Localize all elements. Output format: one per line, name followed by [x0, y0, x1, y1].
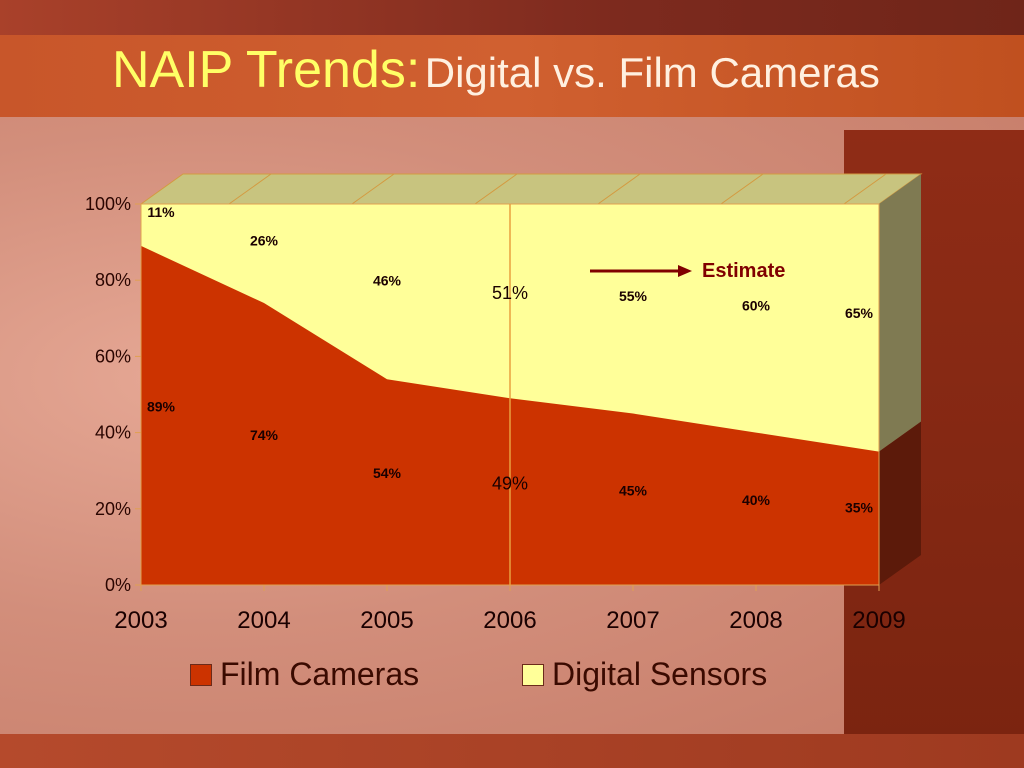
legend-label-film: Film Cameras: [220, 656, 420, 692]
top-face-divider: [843, 173, 887, 205]
data-label-digital: 26%: [250, 233, 279, 249]
background-top: [0, 0, 1024, 35]
y-tick-label: 0%: [105, 575, 131, 595]
x-tick-label: 2005: [360, 607, 413, 634]
x-tick-label: 2007: [606, 607, 659, 634]
data-label-film: 49%: [492, 474, 528, 494]
data-label-film: 89%: [147, 398, 176, 414]
data-label-film: 40%: [742, 492, 771, 508]
title-band: [0, 35, 1024, 117]
chart-legend: Film Cameras Digital Sensors: [190, 656, 830, 696]
right-face-film: [879, 421, 921, 585]
x-tick-label: 2004: [237, 607, 290, 634]
right-face-digital: [879, 174, 921, 452]
y-tick-label: 20%: [95, 499, 131, 519]
top-face-divider: [720, 173, 764, 205]
x-tick-label: 2003: [114, 607, 167, 634]
x-tick-label: 2008: [729, 607, 782, 634]
data-label-digital: 11%: [147, 204, 175, 220]
legend-item-film: Film Cameras: [190, 656, 419, 693]
data-label-digital: 60%: [742, 297, 771, 313]
data-label-film: 35%: [845, 499, 874, 515]
x-tick-label: 2009: [852, 607, 905, 634]
slide-title: NAIP Trends: Digital vs. Film Cameras: [112, 44, 880, 96]
data-label-digital: 51%: [492, 283, 528, 303]
legend-swatch-film: [190, 663, 212, 686]
background-bottom: [0, 734, 1024, 768]
y-tick-label: 100%: [85, 194, 131, 214]
title-sub: Digital vs. Film Cameras: [424, 49, 880, 96]
data-label-digital: 55%: [619, 288, 648, 304]
y-tick-label: 40%: [95, 423, 131, 443]
data-label-film: 74%: [250, 427, 279, 443]
data-label-digital: 46%: [373, 273, 402, 289]
data-label-film: 54%: [373, 465, 402, 481]
chart-top-face: [139, 173, 923, 205]
x-tick-label: 2006: [483, 607, 536, 634]
top-face-divider: [474, 173, 518, 205]
data-label-film: 45%: [619, 482, 648, 498]
legend-label-digital: Digital Sensors: [552, 656, 768, 692]
top-face-divider: [597, 173, 641, 205]
legend-swatch-digital: [522, 663, 544, 686]
title-main: NAIP Trends:: [112, 41, 421, 99]
top-face-divider: [228, 173, 272, 205]
estimate-label: Estimate: [702, 260, 785, 282]
data-label-digital: 65%: [845, 305, 874, 321]
estimate-arrow-head: [678, 265, 692, 277]
top-face-divider: [351, 173, 395, 205]
legend-item-digital: Digital Sensors: [522, 656, 767, 693]
y-tick-label: 80%: [95, 270, 131, 290]
y-tick-label: 60%: [95, 346, 131, 366]
